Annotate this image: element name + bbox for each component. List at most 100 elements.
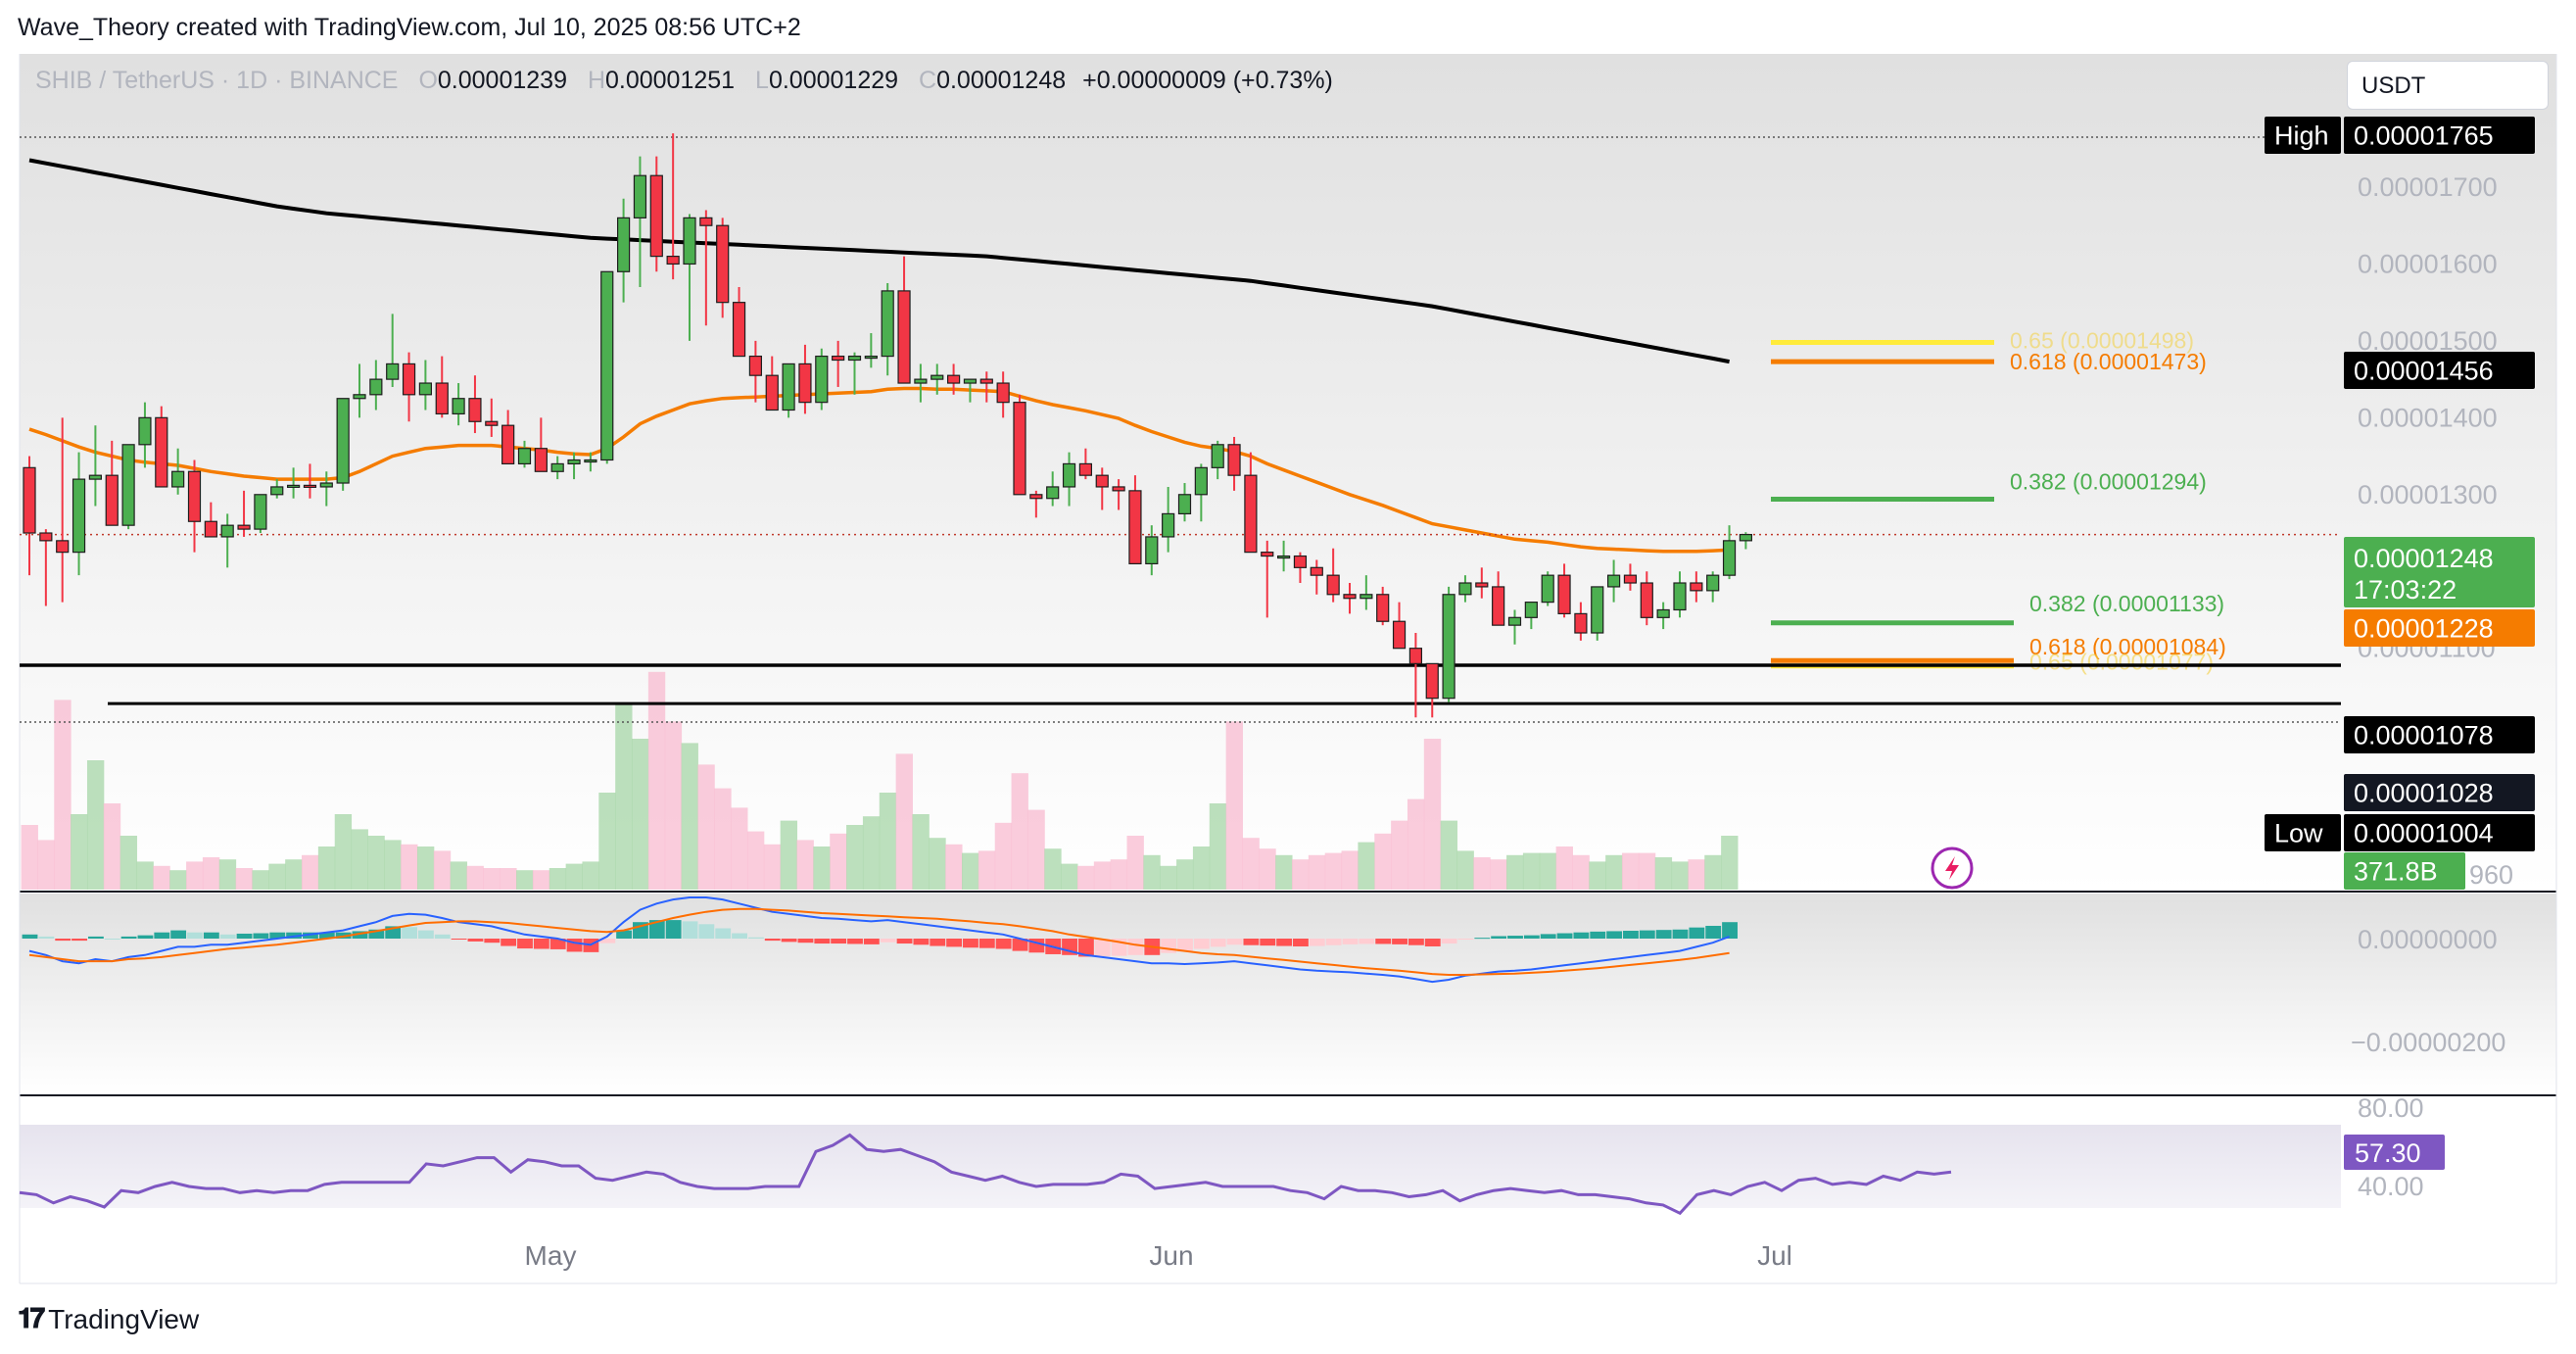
candle-body <box>1507 616 1522 626</box>
volume-bar <box>302 854 319 890</box>
candle-body <box>600 270 614 461</box>
candle-body <box>1623 574 1638 584</box>
fib-label-0382-lower: 0.382 (0.00001133) <box>2029 591 2224 616</box>
candle-body <box>319 482 333 488</box>
volume-bar <box>1654 857 1673 890</box>
volume-bar <box>1341 850 1359 890</box>
candle-body <box>1739 533 1753 542</box>
time-axis-label: May <box>525 1240 577 1271</box>
price-axis-label: 0.00001700 <box>2358 172 2498 202</box>
macd-histogram-bar <box>137 935 154 939</box>
volume-bar <box>598 793 616 890</box>
volume-bar <box>1721 836 1739 890</box>
volume-bar <box>136 861 154 890</box>
candle-body <box>1408 648 1423 664</box>
macd-histogram-bar <box>831 939 847 944</box>
high-label: H <box>587 67 605 94</box>
candle-body <box>336 398 350 484</box>
candle-body <box>1673 582 1687 611</box>
macd-histogram-bar <box>1260 939 1276 946</box>
volume-bar <box>681 743 698 890</box>
candle-body <box>699 217 713 226</box>
lightning-icon[interactable] <box>1931 846 1974 890</box>
candle-body <box>88 474 103 480</box>
macd-histogram-bar <box>402 927 417 939</box>
low-label: L <box>755 67 769 94</box>
volume-bar <box>1044 848 1062 890</box>
horizontal-levels <box>20 136 2341 723</box>
macd-histogram-bar <box>1491 936 1507 939</box>
rsi-axis-label: 80.00 <box>2358 1093 2424 1123</box>
macd-histogram-bar <box>1623 931 1639 939</box>
candlesticks[interactable] <box>23 133 1753 718</box>
candle-body <box>979 378 993 384</box>
volume-bar <box>714 788 732 890</box>
candle-body <box>1293 555 1308 568</box>
publisher-credit: Wave_Theory created with TradingView.com… <box>18 14 801 41</box>
level1-price-tag-bg <box>2344 716 2535 753</box>
moving-averages <box>28 158 1730 554</box>
level2-price-tag-bg <box>2344 774 2535 811</box>
volume-bar <box>929 838 946 890</box>
candle-body <box>1640 582 1653 618</box>
candle-body <box>765 374 779 411</box>
candle-body <box>1524 602 1538 618</box>
macd-histogram-bar <box>930 939 946 946</box>
volume-bar <box>1622 852 1640 890</box>
volume-bar <box>450 861 468 890</box>
candle-body <box>1326 574 1340 596</box>
candle-body <box>1029 494 1043 500</box>
volume-bar <box>1490 859 1507 890</box>
macd-histogram-bar <box>87 936 104 939</box>
macd-histogram-bar <box>1523 935 1540 939</box>
candle-body <box>1706 574 1720 592</box>
macd-histogram-bar <box>682 921 698 939</box>
macd-histogram-bar <box>1424 939 1441 946</box>
rsi-value-tag: 57.30 <box>2355 1138 2421 1168</box>
macd-histogram-bar <box>1672 929 1689 939</box>
candle-body <box>666 255 680 266</box>
macd-histogram-bar <box>104 939 120 940</box>
candle-body <box>1046 486 1060 500</box>
macd-histogram-bar <box>38 936 55 939</box>
macd-histogram-bar <box>732 933 747 939</box>
candle-body <box>39 532 53 542</box>
macd-histogram-bar <box>1590 931 1606 939</box>
volume-bar <box>1093 861 1112 890</box>
low-label-tag-bg <box>2265 814 2341 851</box>
low-label-tag: Low <box>2274 819 2323 848</box>
macd-histogram-bar <box>517 939 533 949</box>
candle-body <box>897 290 911 384</box>
macd-signal-line <box>28 907 1730 976</box>
candle-body <box>171 470 185 488</box>
price-axis-label: 0.00001600 <box>2358 249 2498 278</box>
close-label: C <box>919 67 937 94</box>
volume-bar <box>1506 854 1524 890</box>
candle-body <box>584 459 597 463</box>
macd-histogram-bar <box>1309 939 1325 946</box>
candle-body <box>550 462 564 472</box>
currency-selector[interactable]: USDT <box>2347 61 2549 110</box>
volume-bar <box>218 859 237 890</box>
volume-bar <box>1605 854 1623 890</box>
volume-bar <box>401 844 418 890</box>
volume-bar <box>252 870 269 890</box>
candle-body <box>204 520 217 538</box>
candle-body <box>683 217 696 266</box>
candle-body <box>270 486 284 496</box>
volume-bar <box>962 852 979 890</box>
macd-histogram-bar <box>1556 933 1573 939</box>
candle-body <box>748 355 763 376</box>
volume-bar <box>1671 861 1689 890</box>
macd-histogram-bar <box>1407 939 1424 945</box>
candle-body <box>798 363 812 404</box>
high-price-tag: 0.00001765 <box>2354 121 2494 151</box>
macd-histogram-bar <box>1161 939 1177 953</box>
ema50-price-tag-bg <box>2344 609 2535 647</box>
macd-histogram-bar <box>797 939 814 943</box>
fib-label-065-lower: 0.65 (0.00001077) <box>2029 650 2214 675</box>
countdown-tag: 17:03:22 <box>2354 575 2457 604</box>
candle-body <box>369 378 383 396</box>
time-axis: May Jun Jul <box>525 1240 1792 1271</box>
